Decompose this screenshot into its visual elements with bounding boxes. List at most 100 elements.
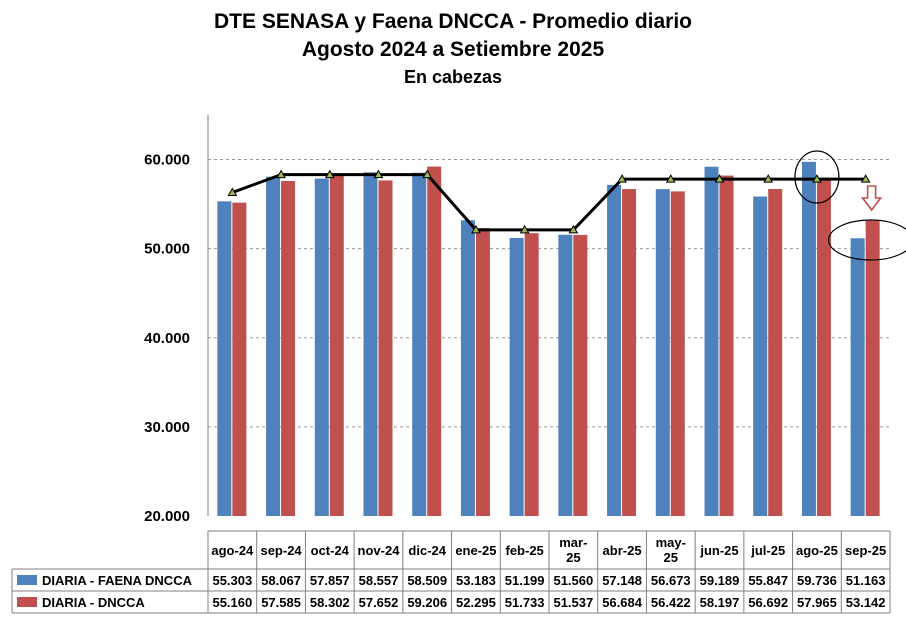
chart-unit-label: En cabezas bbox=[403, 67, 503, 87]
bar-diaria-faena-dncca-nov-24 bbox=[363, 172, 378, 517]
trend-marker-jul-25 bbox=[763, 174, 774, 183]
x-tick-label-mar-25: mar- bbox=[559, 535, 587, 550]
data-label-diaria-faena-dncca-nov-24: 58.557 bbox=[359, 573, 399, 588]
bar-diaria-dncca-may-25 bbox=[670, 191, 685, 517]
bar-diaria-dncca-jun-25 bbox=[719, 175, 734, 516]
data-label-diaria-faena-dncca-dic-24: 58.509 bbox=[407, 573, 447, 588]
bar-diaria-dncca-dic-24 bbox=[427, 166, 442, 516]
bar-diaria-dncca-sep-24 bbox=[281, 181, 296, 516]
bar-diaria-faena-dncca-dic-24 bbox=[412, 172, 427, 516]
y-tick-label: 40.000 bbox=[144, 330, 190, 347]
data-label-diaria-faena-dncca-mar-25: 51.560 bbox=[553, 573, 593, 588]
trend-marker-nov-24 bbox=[373, 169, 384, 179]
bar-diaria-faena-dncca-sep-24 bbox=[266, 176, 281, 517]
bar-diaria-faena-dncca-ene-25 bbox=[460, 220, 475, 516]
bar-diaria-dncca-feb-25 bbox=[524, 233, 539, 517]
bar-diaria-faena-dncca-may-25 bbox=[655, 189, 670, 516]
x-tick-label-may-25: may- bbox=[656, 535, 686, 550]
bar-diaria-faena-dncca-sep-25 bbox=[850, 238, 865, 516]
chart-title-block: DTE SENASA y Faena DNCCA - Promedio diar… bbox=[0, 8, 906, 90]
y-axis: 20.000 30.000 40.000 50.000 60.000 bbox=[144, 114, 209, 525]
trend-marker-may-25 bbox=[665, 174, 676, 183]
x-tick-label-feb-25: feb-25 bbox=[505, 543, 543, 558]
bar-diaria-dncca-abr-25 bbox=[622, 189, 637, 517]
y-tick-label: 30.000 bbox=[144, 419, 190, 436]
trend-marker-mar-25 bbox=[568, 224, 579, 234]
chart-subtitle: Agosto 2024 a Setiembre 2025 bbox=[301, 38, 605, 61]
bar-diaria-dncca-nov-24 bbox=[378, 180, 393, 516]
trend-line bbox=[231, 173, 866, 232]
trend-marker-abr-25 bbox=[617, 174, 627, 183]
x-tick-label-ene-25: ene-25 bbox=[455, 543, 496, 558]
y-tick-label: 50.000 bbox=[144, 241, 190, 258]
trend-marker-oct-24 bbox=[324, 169, 335, 179]
data-label-diaria-faena-dncca-ago-25: 59.736 bbox=[797, 573, 837, 588]
trend-line-group bbox=[227, 169, 871, 234]
legend-label-diaria-faena-dncca: DIARIA - FAENA DNCCA bbox=[42, 573, 193, 588]
bar-diaria-dncca-oct-24 bbox=[329, 174, 344, 516]
chart-title: DTE SENASA y Faena DNCCA - Promedio diar… bbox=[213, 10, 693, 33]
data-label-diaria-faena-dncca-jul-25: 55.847 bbox=[748, 573, 788, 588]
data-label-diaria-dncca-oct-24: 58.302 bbox=[310, 595, 350, 610]
trend-marker-dic-24 bbox=[422, 169, 433, 179]
bar-diaria-dncca-mar-25 bbox=[573, 234, 588, 516]
trend-marker-ago-24 bbox=[227, 187, 238, 196]
data-label-diaria-faena-dncca-sep-25: 51.163 bbox=[846, 573, 886, 588]
trend-marker-sep-24 bbox=[276, 169, 286, 179]
x-tick-label-abr-25: abr-25 bbox=[603, 543, 642, 558]
x-tick-label-sep-25: sep-25 bbox=[845, 543, 886, 558]
annotations bbox=[794, 150, 906, 261]
bar-diaria-faena-dncca-abr-25 bbox=[607, 184, 622, 516]
x-tick-label-mar-25: 25 bbox=[566, 550, 580, 565]
bar-diaria-dncca-ene-25 bbox=[475, 228, 490, 516]
y-tick-label: 20.000 bbox=[144, 508, 190, 525]
down-arrow-icon bbox=[861, 185, 883, 212]
x-tick-label-may-25: 25 bbox=[664, 550, 678, 565]
x-tick-label-dic-24: dic-24 bbox=[408, 543, 446, 558]
bars bbox=[217, 161, 880, 517]
bar-diaria-dncca-ago-25 bbox=[816, 177, 831, 516]
data-label-diaria-dncca-mar-25: 51.537 bbox=[553, 595, 593, 610]
data-label-diaria-dncca-jul-25: 56.692 bbox=[748, 595, 788, 610]
data-table: ago-24 sep-24 oct-24 nov-24 dic-24 ene-25 feb-… bbox=[11, 530, 891, 614]
trend-marker-sep-25 bbox=[860, 174, 871, 183]
x-tick-label-ago-25: ago-25 bbox=[796, 543, 838, 558]
data-label-diaria-dncca-dic-24: 59.206 bbox=[407, 595, 447, 610]
data-label-diaria-dncca-ene-25: 52.295 bbox=[456, 595, 496, 610]
trend-marker-ago-25 bbox=[812, 174, 822, 183]
highlight-circle-ago-25 bbox=[794, 150, 840, 204]
bar-diaria-faena-dncca-oct-24 bbox=[314, 178, 329, 516]
data-label-diaria-dncca-ago-24: 55.160 bbox=[212, 595, 252, 610]
data-label-diaria-dncca-sep-24: 57.585 bbox=[261, 595, 301, 610]
highlight-ellipse-sep-25 bbox=[828, 219, 906, 261]
bar-diaria-dncca-sep-25 bbox=[865, 220, 880, 516]
data-label-diaria-faena-dncca-oct-24: 57.857 bbox=[310, 573, 350, 588]
bar-diaria-faena-dncca-ago-24 bbox=[217, 201, 232, 517]
data-label-diaria-faena-dncca-ago-24: 55.303 bbox=[212, 573, 252, 588]
data-label-diaria-dncca-may-25: 56.422 bbox=[651, 595, 691, 610]
data-label-diaria-dncca-abr-25: 56.684 bbox=[602, 595, 643, 610]
trend-marker-jun-25 bbox=[714, 174, 725, 183]
y-tick-label: 60.000 bbox=[144, 152, 190, 169]
trend-marker-feb-25 bbox=[519, 224, 530, 234]
x-tick-label-sep-24: sep-24 bbox=[260, 543, 302, 558]
bar-diaria-faena-dncca-mar-25 bbox=[558, 234, 573, 516]
x-tick-label-jul-25: jul-25 bbox=[750, 543, 785, 558]
trend-marker-ene-25 bbox=[471, 224, 481, 234]
data-label-diaria-faena-dncca-ene-25: 53.183 bbox=[456, 573, 496, 588]
data-label-diaria-faena-dncca-jun-25: 59.189 bbox=[700, 573, 740, 588]
data-label-diaria-dncca-ago-25: 57.965 bbox=[797, 595, 837, 610]
data-label-diaria-faena-dncca-may-25: 56.673 bbox=[651, 573, 691, 588]
legend-swatch-diaria-dncca bbox=[17, 597, 37, 607]
data-label-diaria-dncca-feb-25: 51.733 bbox=[505, 595, 545, 610]
bar-diaria-faena-dncca-jun-25 bbox=[704, 166, 719, 517]
grid-lines bbox=[208, 159, 890, 428]
data-label-diaria-faena-dncca-abr-25: 57.148 bbox=[602, 573, 642, 588]
x-tick-label-ago-24: ago-24 bbox=[211, 543, 254, 558]
x-tick-label-jun-25: jun-25 bbox=[699, 543, 738, 558]
bar-diaria-dncca-ago-24 bbox=[232, 202, 247, 516]
bar-diaria-dncca-jul-25 bbox=[768, 188, 783, 516]
data-label-diaria-dncca-sep-25: 53.142 bbox=[846, 595, 886, 610]
data-label-diaria-dncca-nov-24: 57.652 bbox=[359, 595, 399, 610]
